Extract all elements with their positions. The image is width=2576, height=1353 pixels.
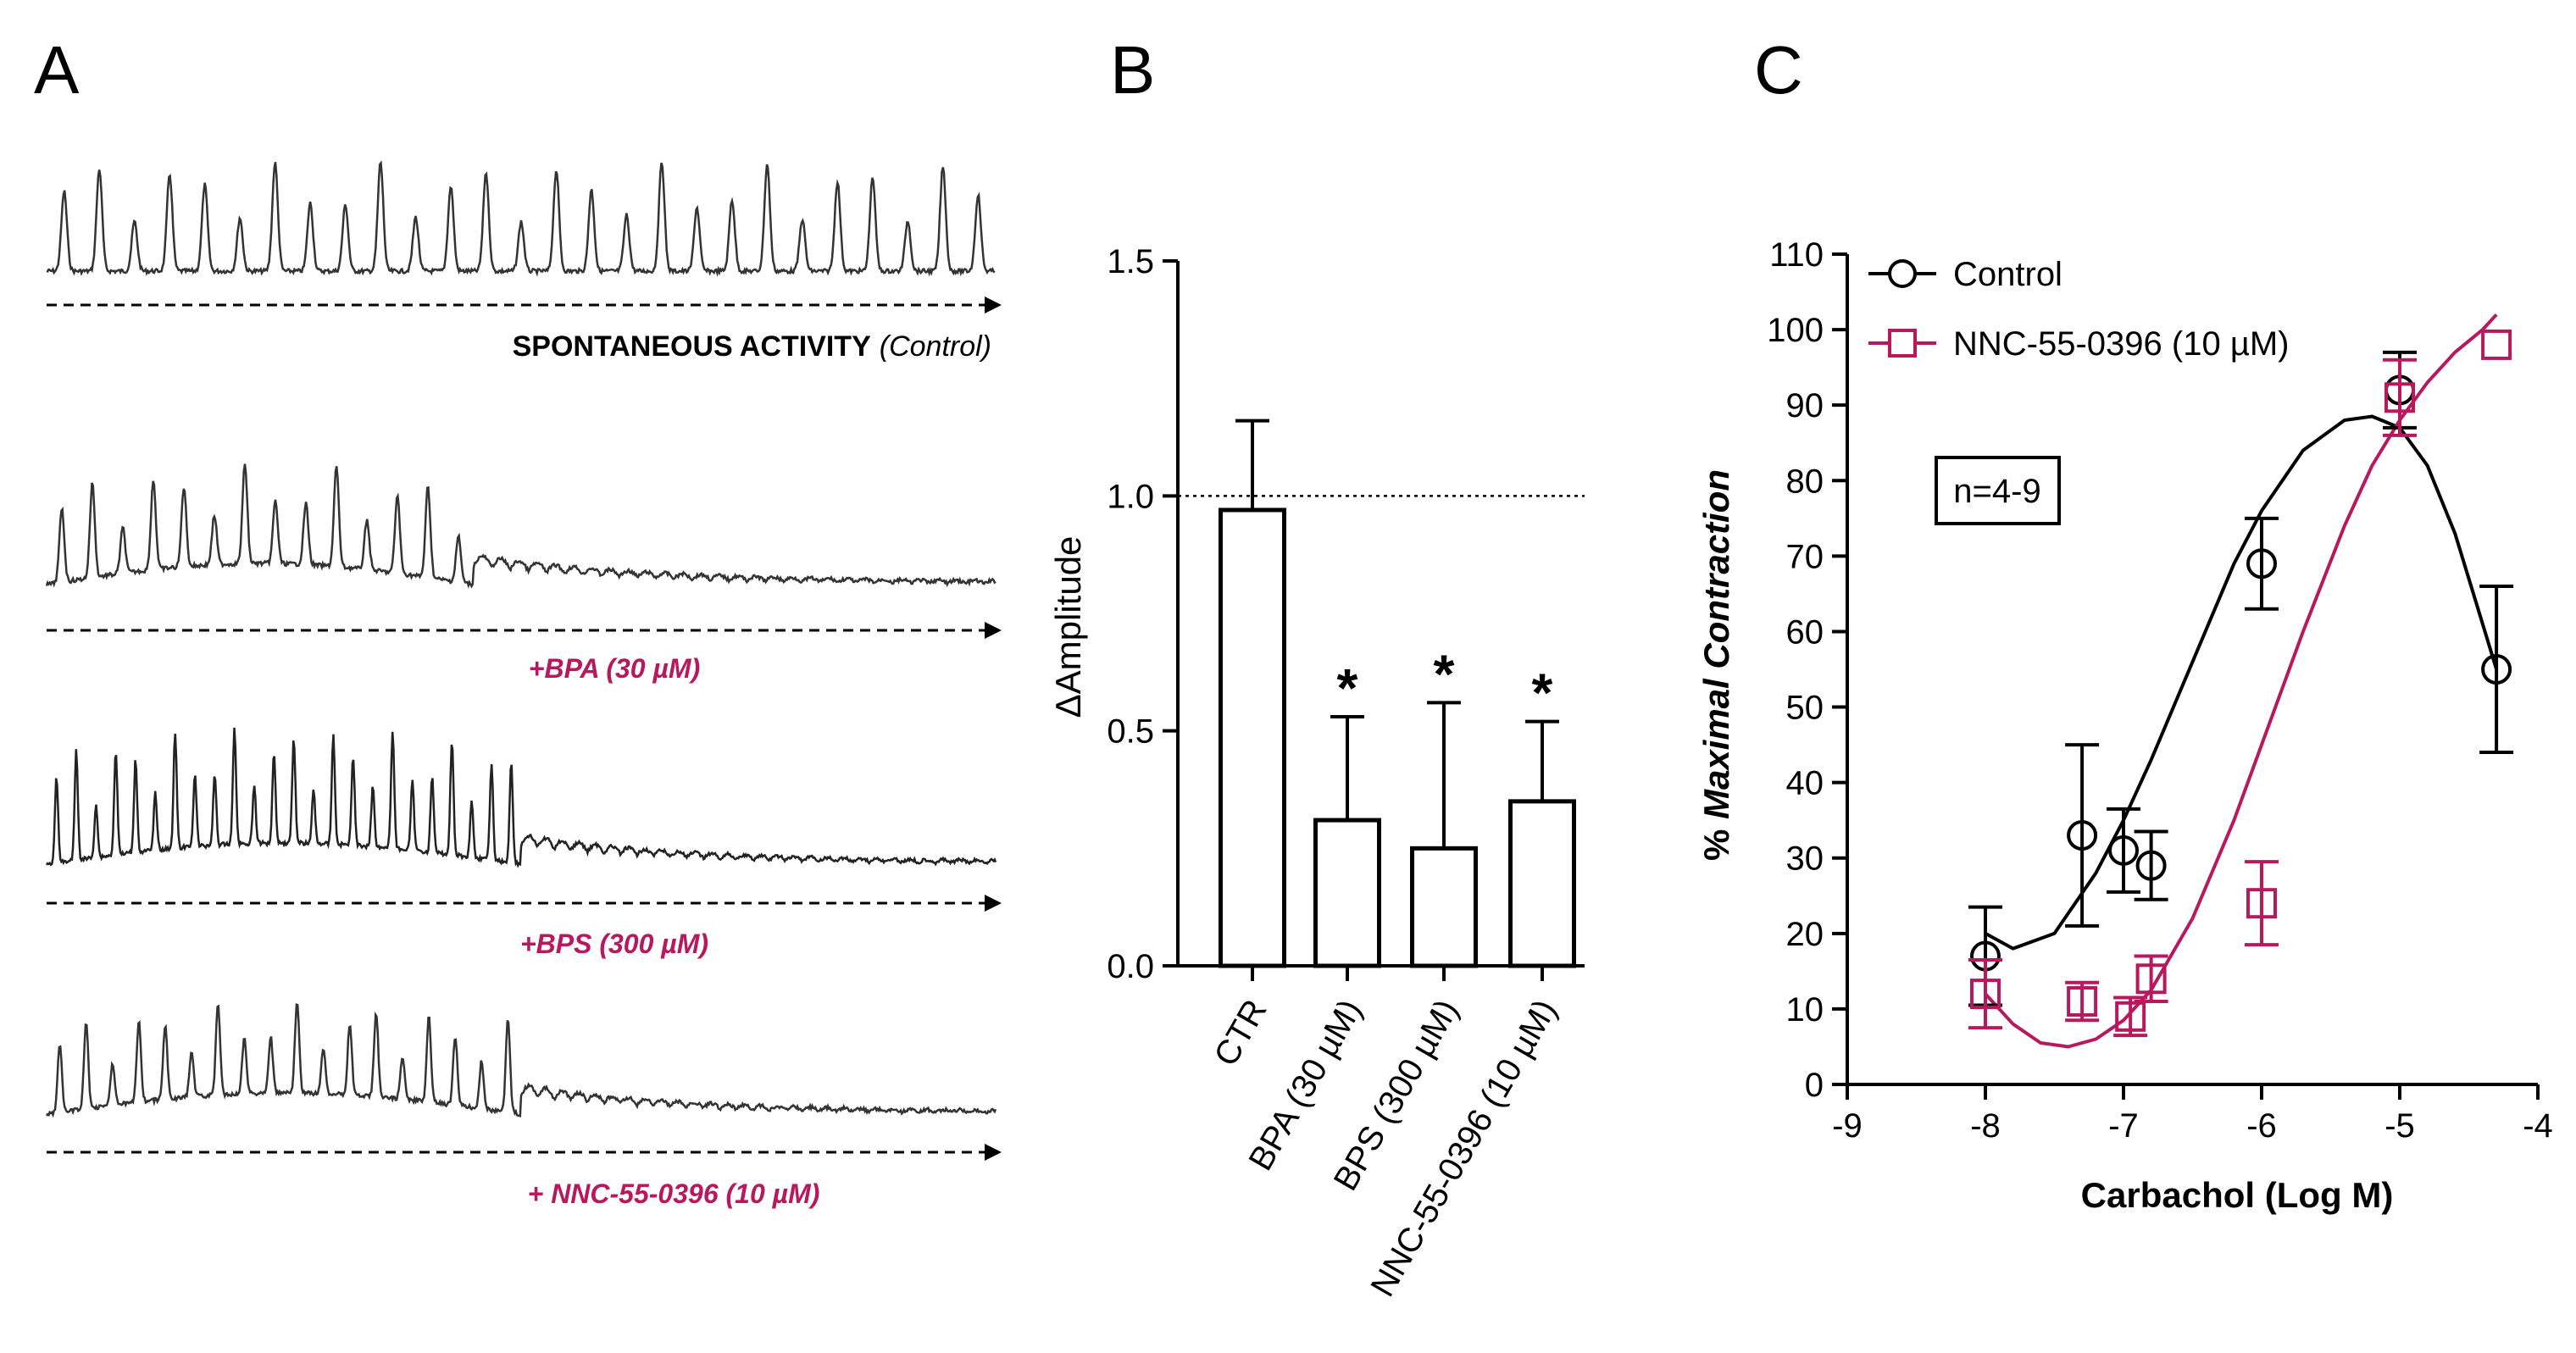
fit-curves [1984,313,2499,1049]
legend-marker-nnc [1888,329,1917,358]
x-tick-label: NNC-55-0396 (10 µM) [1363,994,1563,1303]
bar [1219,507,1286,968]
y-tick-label: 50 [1786,690,1824,727]
y-tick-label: 100 [1767,312,1824,349]
data-point-nnc [2115,1001,2146,1032]
fit-curve-control [1985,414,2499,951]
data-point-control [2067,820,2098,851]
panel-letter-b: B [1110,32,1155,108]
bars: * * * [1219,419,1576,968]
y-tick-label: 110 [1769,236,1824,274]
trace-waveform-control [46,160,996,277]
bar [1313,818,1381,968]
arrow-head [985,297,1002,313]
x-tick-label: -5 [2384,1107,2415,1145]
data-point-control [2135,850,2167,881]
trace-control: SPONTANEOUS ACTIVITY (Control) [46,160,1002,363]
x-tick-label: -6 [2246,1107,2277,1145]
significance-star: * [1337,657,1358,718]
data-point-nnc [1970,979,2001,1010]
bar [1508,799,1576,968]
data-point-nnc [2067,986,2098,1017]
data-point-nnc [2246,888,2277,919]
x-tick-label: CTR [1208,994,1274,1073]
data-point-nnc [2384,382,2415,413]
y-tick-label: 10 [1786,991,1824,1029]
legend: Control NNC-55-0396 (10 µM) [1868,256,2290,363]
trace-label-bps: +BPS (300 µM) [520,929,708,959]
significance-star: * [1532,663,1553,724]
trace-waveform-bpa [45,463,997,589]
annotation-box [1935,456,2061,525]
data-point-control [2246,548,2277,579]
x-tick-label: -4 [2523,1107,2553,1145]
y-tick-label: 0.0 [1107,948,1154,985]
data-point-nnc [2135,963,2167,995]
arrow-head [985,622,1002,639]
x-tick-label: -8 [1970,1107,2001,1145]
panel-letter-c: C [1754,32,1803,108]
data-point-control [2108,835,2139,866]
arrow-head [985,895,1002,912]
data-points [1968,329,2514,1038]
panel-letter-a: A [34,32,80,108]
annotation-text: n=4-9 [1953,473,2040,510]
trace-bpa: +BPA (30 µM) [45,463,1002,684]
y-tick-label: 80 [1786,463,1824,500]
trace-label-control: SPONTANEOUS ACTIVITY (Control) [513,330,991,363]
y-tick-label: 0.5 [1107,713,1154,751]
fit-curve-nnc [1984,313,2498,1049]
x-axis-title: Carbachol (Log M) [2081,1175,2394,1215]
trace-bps: +BPS (300 µM) [45,727,1002,959]
trace-label-bpa: +BPA (30 µM) [529,653,700,684]
legend-label-nnc: NNC-55-0396 (10 µM) [1953,325,2290,363]
x-tick-label: -7 [2108,1107,2139,1145]
y-tick-label: 40 [1786,765,1824,802]
y-tick-label: 1.5 [1107,243,1154,280]
trace-waveform-bps [45,727,997,868]
x-tick-label: -9 [1832,1107,1863,1145]
arrow-head [985,1144,1002,1161]
y-tick-label: 60 [1786,613,1824,651]
panel-a-traces: SPONTANEOUS ACTIVITY (Control) +BPA (30 µ… [45,160,1002,1209]
y-tick-label: 30 [1786,840,1824,878]
trace-label-nnc: + NNC-55-0396 (10 µM) [528,1178,820,1209]
data-point-nnc [2481,329,2512,360]
y-axis-title: % Maximal Contraction [1696,469,1736,861]
n-annotation: n=4-9 [1935,456,2061,525]
legend-marker-control [1888,259,1917,288]
bar [1410,846,1478,968]
significance-star: * [1434,643,1455,704]
y-tick-label: 90 [1786,387,1824,424]
y-tick-label: 0 [1805,1067,1824,1104]
trace-waveform-nnc [45,1003,997,1118]
y-tick-label: 20 [1786,916,1824,953]
trace-nnc: + NNC-55-0396 (10 µM) [45,1003,1002,1209]
data-point-control [2481,654,2512,685]
legend-label-control: Control [1953,256,2062,293]
axes: 0 10 20 30 40 50 60 70 80 90 100 110 -9 -8 -7 -6 -5 -4 [1767,236,2553,1145]
panel-c-dose-response: 0 10 20 30 40 50 60 70 80 90 100 110 -9 -8 -7 -6 -5 -4 % … [1696,236,2553,1215]
y-tick-label: 1.0 [1107,478,1154,515]
y-tick-label: 70 [1786,538,1824,575]
y-axis-title: ΔAmplitude [1048,536,1088,718]
